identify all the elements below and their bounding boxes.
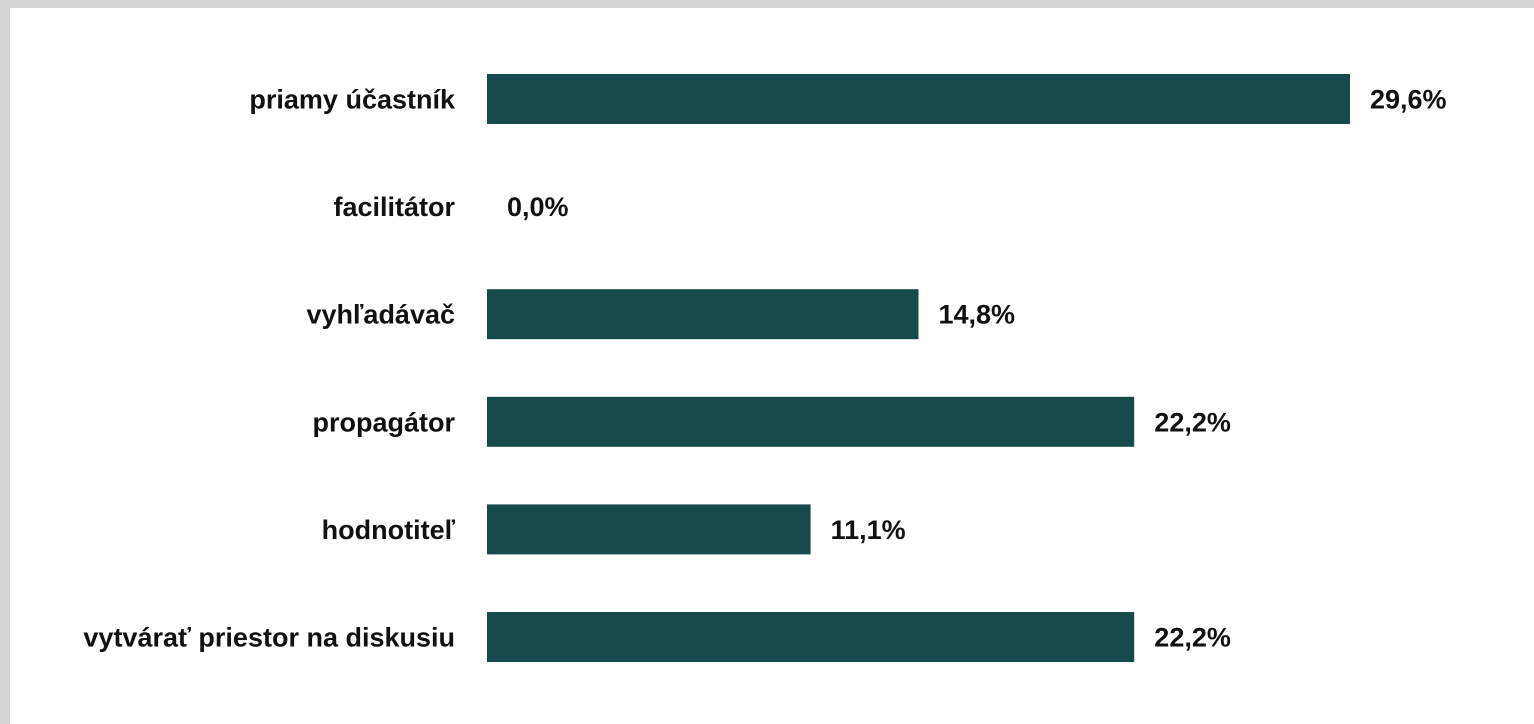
value-labels: 29,6% 0,0% 14,8% 22,2% 11,1% 22,2% xyxy=(507,85,1447,653)
bars-layer xyxy=(487,74,1350,662)
bar-3 xyxy=(487,289,919,340)
category-label-1: priamy účastník xyxy=(249,85,456,115)
value-label-4: 22,2% xyxy=(1154,407,1231,437)
bar-4 xyxy=(487,396,1135,447)
category-label-5: hodnotiteľ xyxy=(322,515,456,545)
bar-5 xyxy=(487,504,811,555)
value-label-2: 0,0% xyxy=(507,192,569,222)
bar-1 xyxy=(487,74,1350,124)
value-label-6: 22,2% xyxy=(1154,623,1231,653)
chart-panel xyxy=(10,8,1534,724)
category-label-3: vyhľadávač xyxy=(307,300,456,330)
value-label-3: 14,8% xyxy=(939,300,1016,330)
category-label-6: vytvárať priestor na diskusiu xyxy=(83,623,455,653)
category-label-4: propagátor xyxy=(312,407,455,437)
value-label-5: 11,1% xyxy=(831,515,906,545)
category-label-2: facilitátor xyxy=(333,192,455,222)
bar-6 xyxy=(487,612,1135,662)
category-labels: priamy účastník facilitátor vyhľadávač prop… xyxy=(83,85,456,653)
value-label-1: 29,6% xyxy=(1370,85,1447,115)
